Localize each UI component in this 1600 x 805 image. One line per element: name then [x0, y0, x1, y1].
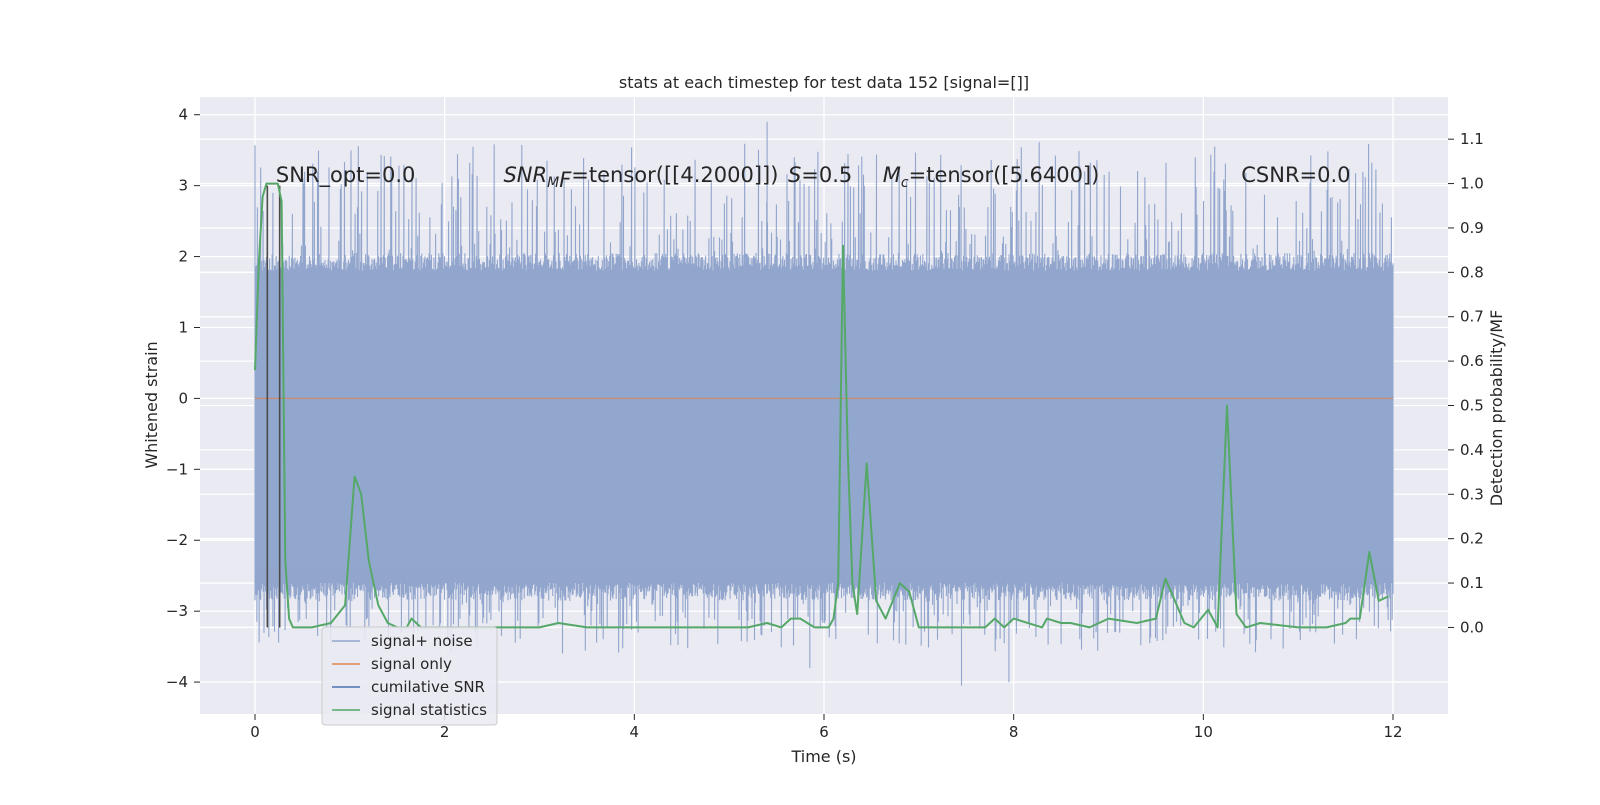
y-left-axis-ticks: 4 3 2 1 0 −1 −2 −3 −4 [166, 106, 200, 691]
signal-noise-band [255, 277, 1393, 569]
chart-title: stats at each timestep for test data 152… [619, 73, 1029, 92]
annotation: SNR_opt=0.0 [276, 163, 416, 188]
legend-box [321, 626, 498, 726]
annotation: S=0.5 [788, 163, 852, 187]
x-tick-label: 10 [1194, 723, 1213, 741]
y-right-tick-label: 1.0 [1460, 175, 1484, 193]
annotation: SNRMF=tensor([[4.2000]]) [503, 163, 778, 192]
x-tick-label: 0 [250, 723, 260, 741]
y-right-tick-label: 0.6 [1460, 352, 1484, 370]
legend-label-signal-noise: signal+ noise [371, 632, 473, 650]
y-left-tick-label: −2 [166, 531, 188, 549]
y-right-axis-ticks: 1.1 1.0 0.9 0.8 0.7 0.6 0.5 0.4 0.3 0.2 0.1 0.0 [1448, 130, 1484, 636]
y-left-axis-label: Whitened strain [142, 341, 161, 468]
legend-label-signal-statistics: signal statistics [371, 701, 487, 719]
x-tick-label: 12 [1383, 723, 1402, 741]
vertical-markers [266, 185, 281, 628]
y-right-tick-label: 0.2 [1460, 530, 1484, 548]
y-left-tick-label: −4 [166, 673, 188, 691]
y-right-tick-label: 0.0 [1460, 618, 1484, 636]
x-tick-label: 4 [630, 723, 640, 741]
y-left-tick-label: 1 [178, 318, 188, 336]
annotation: CSNR=0.0 [1241, 163, 1350, 187]
y-left-tick-label: 3 [178, 177, 188, 195]
legend: signal+ noise signal only cumilative SNR… [321, 626, 498, 726]
y-right-tick-label: 0.1 [1460, 574, 1484, 592]
series-signal-statistics [254, 182, 1389, 629]
y-right-tick-label: 0.4 [1460, 441, 1484, 459]
x-axis-ticks: 0 2 4 6 8 10 12 [250, 714, 1403, 741]
y-right-tick-label: 0.8 [1460, 263, 1484, 281]
y-right-tick-label: 0.3 [1460, 485, 1484, 503]
y-left-tick-label: −3 [166, 602, 188, 620]
y-left-tick-label: −1 [166, 460, 188, 478]
y-left-tick-label: 0 [178, 389, 188, 407]
y-right-tick-label: 0.9 [1460, 219, 1484, 237]
y-right-axis-label: Detection probability/MF [1487, 310, 1506, 507]
x-axis-label: Time (s) [790, 747, 856, 766]
legend-label-cumilative-snr: cumilative SNR [371, 678, 485, 696]
legend-label-signal-only: signal only [371, 655, 452, 673]
signal-statistics-line [254, 182, 1389, 629]
y-left-tick-label: 2 [178, 248, 188, 266]
annotation: Mc=tensor([5.6400]) [883, 163, 1100, 191]
x-tick-label: 6 [819, 723, 829, 741]
y-left-tick-label: 4 [178, 106, 188, 124]
y-right-tick-label: 1.1 [1460, 130, 1484, 148]
x-tick-label: 8 [1009, 723, 1019, 741]
y-right-tick-label: 0.7 [1460, 308, 1484, 326]
annotations: SNR_opt=0.0 SNRMF=tensor([[4.2000]]) S=0.5… [276, 163, 1351, 192]
x-tick-label: 2 [440, 723, 450, 741]
y-right-tick-label: 0.5 [1460, 397, 1484, 415]
series-signal-noise [254, 121, 1394, 686]
